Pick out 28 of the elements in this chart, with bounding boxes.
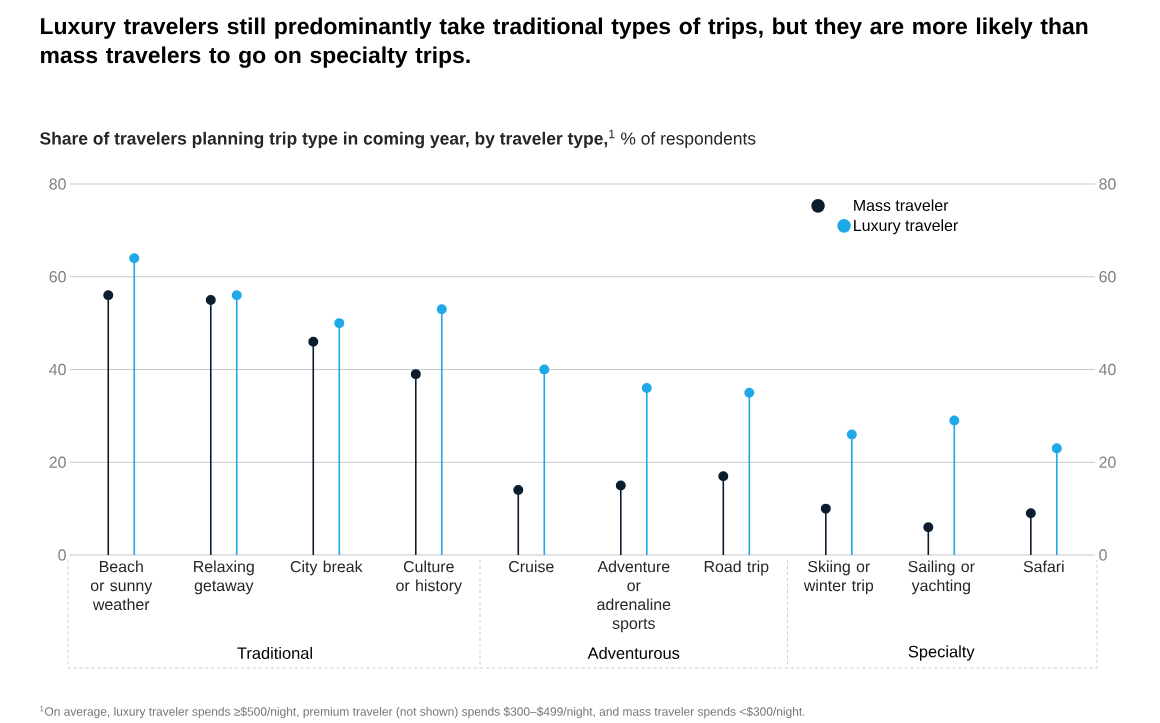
text: Adventurous <box>587 646 680 660</box>
y2-tick-label: 80 <box>1099 178 1116 190</box>
x-tick-label: Safari <box>1023 560 1064 573</box>
x-tick-label: City break <box>290 560 363 576</box>
y-tick-label: 80 <box>49 178 66 190</box>
x-tick-label: Sailing or yachting <box>908 560 975 595</box>
y2-tick-label: 0 <box>1099 549 1107 561</box>
y2-tick-label: 40 <box>1098 363 1116 376</box>
x-tick-label: Cruise <box>509 560 554 573</box>
chart-subtitle: Share of travelers planning trip type in coming year, by traveler type,$^{1}$ % of respondents <box>40 129 756 149</box>
legend-label: Luxury traveler <box>854 219 958 235</box>
y-tick-label: 60 <box>49 271 66 283</box>
x-tick-label: Relaxing getaway <box>194 560 254 595</box>
chart-title: Luxury travelers still predominantly take traditional types of trips, but they are more likely than mass travelers to go on specialty trips. <box>41 17 1088 68</box>
x-tick-label: Skiing or winter trip <box>803 560 874 595</box>
y-tick-label: 20 <box>49 456 66 468</box>
y2-tick-label: 60 <box>1099 271 1116 283</box>
x-tick-label: Beach or sunny weather <box>90 560 153 611</box>
x-tick-label: Culture or history <box>396 560 462 595</box>
y-tick-label: 0 <box>58 549 66 561</box>
text: Traditional <box>237 646 312 660</box>
x-tick-label: Road trip <box>704 560 769 576</box>
y-tick-label: 40 <box>49 363 66 376</box>
text: $^{1}$On average, luxury traveler spends ≥$500/night, premium traveler (not shown) spends $300–$499/night, and mass traveler spends <$300/night. <box>40 705 805 719</box>
legend-label: Mass traveler <box>854 199 949 212</box>
text: Specialty <box>908 645 975 661</box>
x-tick-label: Adventure or adrenaline sports <box>597 560 671 633</box>
y2-tick-label: 20 <box>1099 456 1116 468</box>
